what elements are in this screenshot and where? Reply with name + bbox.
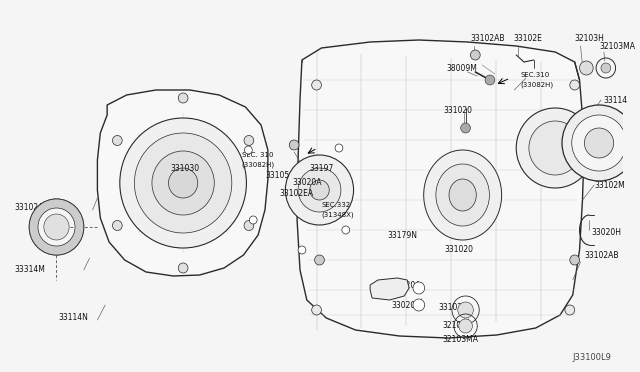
Circle shape bbox=[312, 305, 321, 315]
Circle shape bbox=[312, 80, 321, 90]
Ellipse shape bbox=[424, 150, 502, 240]
Text: 32103MA: 32103MA bbox=[599, 42, 635, 51]
Circle shape bbox=[485, 75, 495, 85]
Circle shape bbox=[315, 255, 324, 265]
Circle shape bbox=[516, 108, 594, 188]
Text: 32103H: 32103H bbox=[575, 33, 605, 42]
Polygon shape bbox=[370, 278, 409, 300]
Circle shape bbox=[570, 255, 580, 265]
Circle shape bbox=[152, 151, 214, 215]
Text: 33102M: 33102M bbox=[594, 180, 625, 189]
Text: 33179N: 33179N bbox=[388, 231, 418, 240]
Text: 33102E: 33102E bbox=[513, 33, 542, 42]
Text: 38009M: 38009M bbox=[446, 64, 477, 73]
Circle shape bbox=[461, 123, 470, 133]
Text: 32103MA: 32103MA bbox=[442, 336, 478, 344]
Polygon shape bbox=[297, 40, 584, 338]
Text: 33020H: 33020H bbox=[591, 228, 621, 237]
Circle shape bbox=[572, 115, 627, 171]
Text: 33197: 33197 bbox=[310, 164, 334, 173]
Text: 33102AB: 33102AB bbox=[470, 33, 505, 42]
Text: SEC.310: SEC.310 bbox=[520, 72, 549, 78]
Circle shape bbox=[584, 128, 614, 158]
Circle shape bbox=[529, 121, 582, 175]
Text: (31348X): (31348X) bbox=[321, 212, 354, 218]
Circle shape bbox=[570, 80, 580, 90]
Text: 32103H: 32103H bbox=[442, 321, 472, 330]
Text: 331020: 331020 bbox=[438, 304, 467, 312]
Text: 33105: 33105 bbox=[265, 170, 289, 180]
Ellipse shape bbox=[449, 179, 476, 211]
Text: 33020A: 33020A bbox=[392, 280, 421, 289]
Text: 33102AB: 33102AB bbox=[15, 202, 49, 212]
Text: 33114N: 33114N bbox=[58, 314, 88, 323]
Text: (33082H): (33082H) bbox=[241, 162, 275, 168]
Text: J33100L9: J33100L9 bbox=[573, 353, 612, 362]
Circle shape bbox=[601, 63, 611, 73]
Circle shape bbox=[168, 168, 198, 198]
Circle shape bbox=[458, 302, 474, 318]
Circle shape bbox=[113, 221, 122, 231]
Ellipse shape bbox=[436, 164, 490, 226]
Circle shape bbox=[179, 263, 188, 273]
Text: 331020: 331020 bbox=[444, 246, 473, 254]
Text: 33102AB: 33102AB bbox=[584, 250, 619, 260]
Circle shape bbox=[298, 246, 306, 254]
Text: 33314M: 33314M bbox=[15, 266, 45, 275]
Text: SEC. 310: SEC. 310 bbox=[241, 152, 273, 158]
Text: 33102EA: 33102EA bbox=[280, 189, 314, 198]
Polygon shape bbox=[97, 90, 268, 276]
Text: SEC.332: SEC.332 bbox=[321, 202, 351, 208]
Circle shape bbox=[44, 214, 69, 240]
Circle shape bbox=[120, 118, 246, 248]
Circle shape bbox=[250, 216, 257, 224]
Circle shape bbox=[413, 299, 425, 311]
Circle shape bbox=[562, 105, 636, 181]
Text: 33114: 33114 bbox=[604, 96, 628, 105]
Circle shape bbox=[298, 168, 341, 212]
Circle shape bbox=[459, 319, 472, 333]
Circle shape bbox=[179, 93, 188, 103]
Circle shape bbox=[565, 305, 575, 315]
Circle shape bbox=[244, 146, 252, 154]
Circle shape bbox=[244, 135, 254, 145]
Circle shape bbox=[113, 135, 122, 145]
Text: (33082H): (33082H) bbox=[520, 82, 553, 88]
Circle shape bbox=[285, 155, 353, 225]
Wedge shape bbox=[29, 199, 84, 255]
Circle shape bbox=[470, 50, 480, 60]
Text: 331020: 331020 bbox=[443, 106, 472, 115]
Circle shape bbox=[289, 140, 299, 150]
Circle shape bbox=[335, 144, 343, 152]
Circle shape bbox=[134, 133, 232, 233]
Circle shape bbox=[342, 226, 349, 234]
Circle shape bbox=[244, 221, 254, 231]
Text: 33020A: 33020A bbox=[292, 177, 322, 186]
Circle shape bbox=[413, 282, 425, 294]
Text: 33020A: 33020A bbox=[392, 301, 421, 310]
Circle shape bbox=[580, 61, 593, 75]
Circle shape bbox=[310, 180, 329, 200]
Text: 331030: 331030 bbox=[170, 164, 200, 173]
